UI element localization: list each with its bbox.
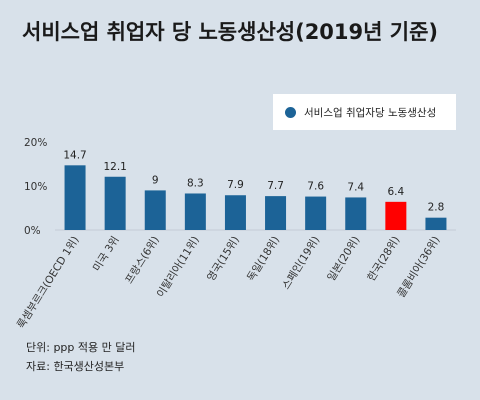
bar [184, 193, 206, 230]
chart-footer: 단위: ppp 적용 만 달러 자료: 한국생산성본부 [26, 338, 135, 376]
data-label: 9 [152, 174, 159, 186]
x-tick-label: 영국(15위) [204, 234, 242, 284]
chart-title: 서비스업 취업자 당 노동생산성(2019년 기준) [22, 20, 439, 44]
legend-label: 서비스업 취업자당 노동생산성 [304, 106, 437, 119]
bar [385, 201, 407, 230]
bar [305, 196, 327, 230]
bar [64, 165, 86, 230]
data-label: 7.7 [267, 180, 284, 192]
data-label: 14.7 [63, 149, 86, 161]
x-tick-label: 독일(18위) [244, 234, 282, 284]
legend: 서비스업 취업자당 노동생산성 [273, 94, 456, 130]
x-tick-label: 이탈리아(11위) [154, 234, 202, 300]
data-label: 7.9 [227, 179, 244, 191]
x-tick-label: 미국 3위 [90, 234, 122, 274]
x-tick-label: 일본(20위) [324, 234, 362, 284]
bar [345, 197, 367, 230]
bar [144, 190, 166, 230]
data-label: 7.4 [347, 181, 364, 193]
bar [425, 217, 447, 230]
data-label: 6.4 [387, 186, 404, 198]
legend-swatch [285, 106, 296, 118]
data-label: 12.1 [103, 161, 126, 173]
bar [265, 196, 287, 230]
data-label: 7.6 [307, 181, 324, 193]
data-label: 2.8 [428, 202, 445, 214]
y-tick-label: 0% [24, 225, 41, 237]
bar [224, 195, 246, 230]
data-label: 8.3 [187, 177, 204, 189]
x-tick-label: 프랑스(6위) [122, 234, 161, 286]
y-tick-label: 20% [24, 137, 47, 149]
x-tick-label: 한국(28위) [365, 234, 403, 284]
x-tick-label: 콜롬비아(36위) [394, 234, 442, 300]
unit-note: 단위: ppp 적용 만 달러 [26, 341, 136, 354]
source-note: 자료: 한국생산성본부 [26, 360, 125, 373]
y-tick-label: 10% [24, 181, 47, 193]
x-tick-label: 룩셈부르크(OECD 1위) [14, 234, 81, 331]
x-tick-label: 스페인(19위) [279, 234, 322, 292]
bar [104, 176, 126, 230]
